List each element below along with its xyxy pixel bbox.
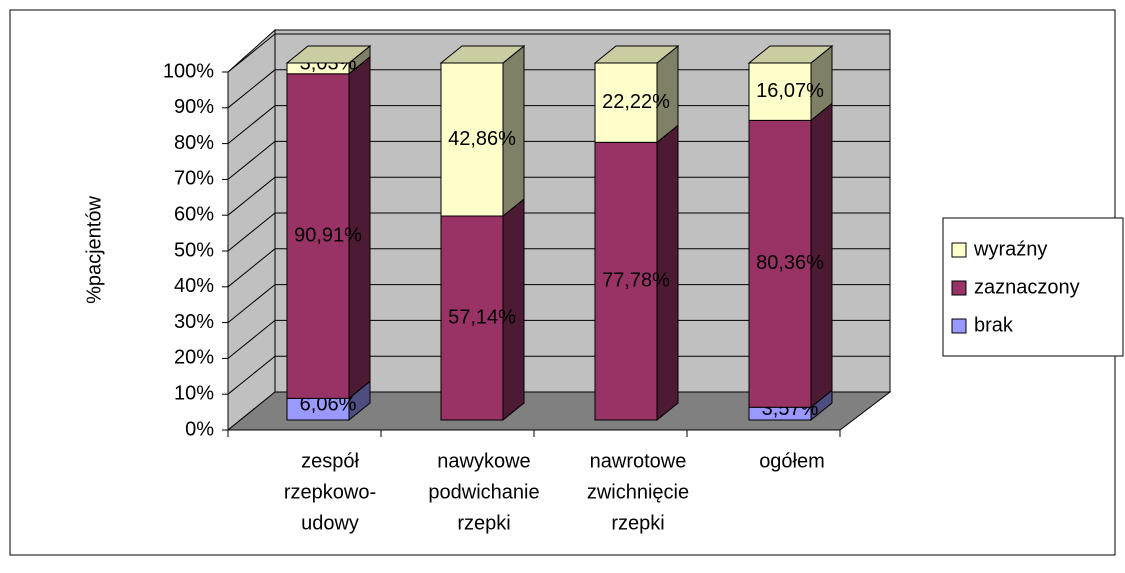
- bar-top: [285, 45, 372, 64]
- x-tick-label: zwichnięcie: [587, 481, 689, 503]
- grid-line: [227, 212, 890, 252]
- y-tick-label: 40%: [174, 275, 214, 297]
- y-tick-label: 20%: [174, 347, 214, 369]
- legend-label: wyraźny: [973, 238, 1047, 260]
- x-tick-label: ogółem: [759, 450, 825, 472]
- bar-segment: [440, 215, 504, 421]
- legend-label: brak: [974, 314, 1014, 336]
- grid-line: [227, 140, 890, 180]
- data-label: 90,91%: [294, 224, 362, 246]
- grid-line: [227, 69, 890, 109]
- x-tick-label: nawykowe: [437, 450, 530, 472]
- grid-line: [227, 248, 890, 288]
- x-tick-label: rzepki: [611, 512, 664, 534]
- legend: [942, 217, 1124, 357]
- grid-line: [227, 284, 890, 323]
- grid-line: [227, 355, 890, 395]
- data-label: 77,78%: [602, 269, 670, 291]
- x-tick-label: zespół: [301, 450, 359, 472]
- data-label: 80,36%: [756, 252, 824, 274]
- legend-swatch: [951, 318, 967, 334]
- y-tick-label: 80%: [174, 132, 214, 154]
- data-label: 6,06%: [300, 393, 357, 415]
- data-label: 16,07%: [756, 80, 824, 102]
- x-tick-label: podwichanie: [428, 481, 539, 503]
- y-tick-label: 50%: [174, 239, 214, 261]
- data-label: 22,22%: [602, 91, 670, 113]
- grid-line: [227, 176, 890, 216]
- bar-segment: [594, 62, 658, 143]
- bar-top: [593, 45, 680, 64]
- bar-segment: [286, 73, 350, 399]
- bar-top: [439, 45, 526, 64]
- x-tick-label: rzepkowo-: [284, 481, 376, 503]
- bar-segment: [594, 141, 658, 421]
- grid-line: [227, 105, 890, 144]
- y-tick-label: 60%: [174, 203, 214, 225]
- y-tick-label: 0%: [185, 418, 214, 440]
- data-label: 57,14%: [448, 306, 516, 328]
- legend-label: zaznaczony: [974, 276, 1080, 298]
- bar-segment: [748, 119, 812, 408]
- y-tick-label: 100%: [163, 60, 214, 82]
- bar-segment: [748, 62, 812, 121]
- bar-top: [747, 45, 834, 64]
- legend-swatch: [951, 242, 967, 258]
- y-tick-label: 10%: [174, 382, 214, 404]
- x-tick-label: nawrotowe: [590, 450, 687, 472]
- y-tick-label: 70%: [174, 168, 214, 190]
- x-tick-label: rzepki: [457, 512, 510, 534]
- y-tick-label: 30%: [174, 311, 214, 333]
- x-tick-label: udowy: [301, 512, 359, 534]
- grid-line: [227, 33, 890, 73]
- side-wall: [227, 28, 276, 432]
- legend-swatch: [951, 280, 967, 296]
- y-axis-label: %pacjentów: [83, 196, 105, 304]
- grid-line: [227, 319, 890, 359]
- data-label: 42,86%: [448, 128, 516, 150]
- y-tick-label: 90%: [174, 96, 214, 118]
